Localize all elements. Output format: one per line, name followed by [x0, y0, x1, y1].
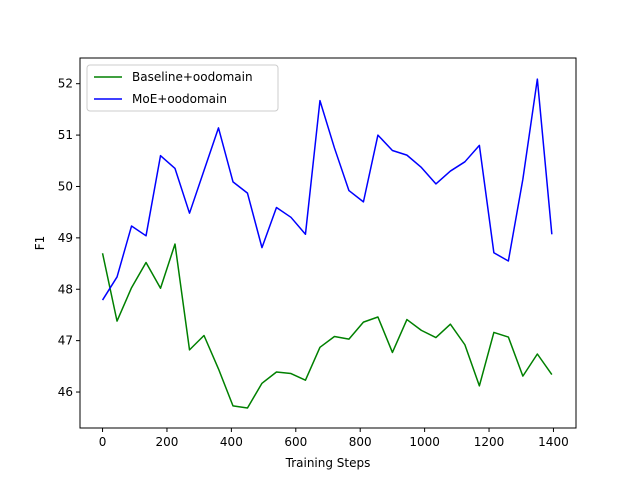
legend-box [86, 64, 279, 112]
x-tick-label: 200 [156, 435, 179, 449]
x-tick-label: 1200 [474, 435, 505, 449]
legend: Baseline+oodomain MoE+oodomain [86, 64, 279, 112]
series-line-moe [101, 78, 553, 301]
y-tick-label: 48 [58, 282, 73, 296]
x-tick-label: 0 [99, 435, 107, 449]
y-tick-label: 46 [58, 385, 73, 399]
x-axis-ticks: 0 200 400 600 800 1000 1200 1400 [99, 428, 569, 449]
series-lines [101, 78, 553, 409]
y-axis-title: F1 [33, 236, 47, 251]
series-line-baseline [101, 243, 553, 409]
x-tick-label: 400 [220, 435, 243, 449]
y-tick-label: 50 [58, 179, 73, 193]
y-tick-label: 47 [58, 334, 73, 348]
x-tick-label: 1400 [538, 435, 569, 449]
x-tick-label: 1000 [409, 435, 440, 449]
x-axis-title: Training Steps [285, 456, 371, 470]
legend-label: MoE+oodomain [132, 92, 227, 106]
y-tick-label: 49 [58, 231, 73, 245]
legend-label: Baseline+oodomain [132, 70, 253, 84]
y-axis-ticks: 46 47 48 49 50 51 52 [58, 77, 80, 399]
x-tick-label: 800 [349, 435, 372, 449]
plot-area [80, 58, 576, 428]
axes-frame [79, 57, 577, 429]
x-tick-label: 600 [284, 435, 307, 449]
y-tick-label: 51 [58, 128, 73, 142]
y-tick-label: 52 [58, 77, 73, 91]
